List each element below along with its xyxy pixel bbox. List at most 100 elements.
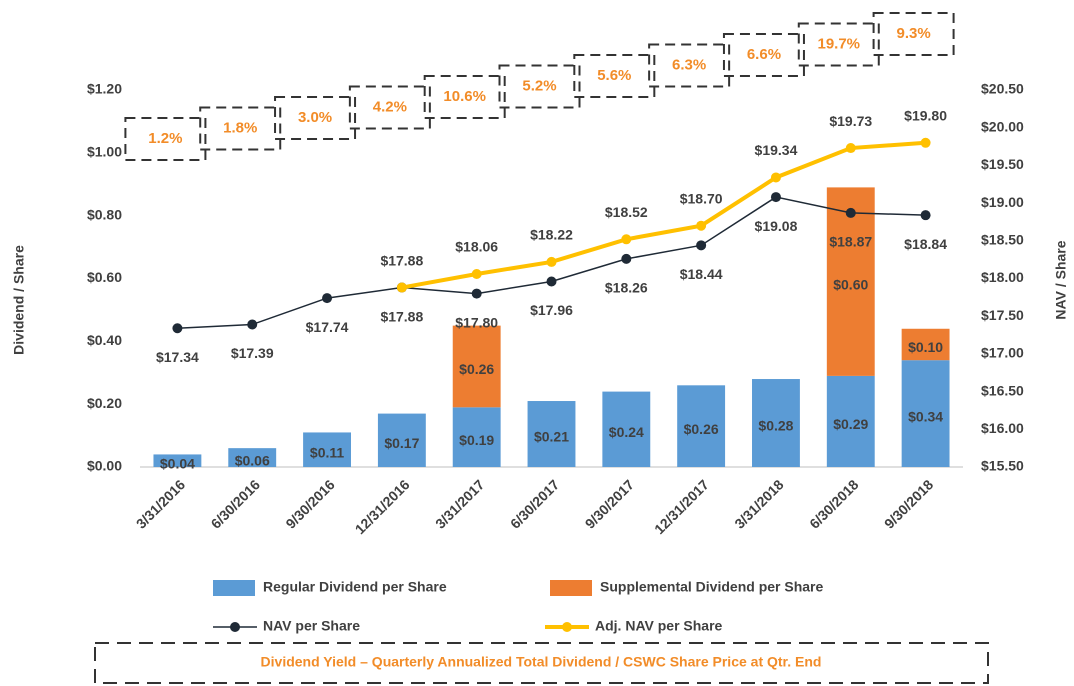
line [401,140,926,290]
x-tick-label: 3/31/2018 [731,476,787,532]
legend-swatch [550,580,592,596]
yield-box [498,64,581,109]
footnote-box [94,642,989,684]
point [247,319,258,330]
point [396,282,407,293]
y-axis-title: Dividend / Share [11,245,27,355]
y-tick-label: $0.40 [87,332,122,348]
yield-label: 4.2% [373,98,407,115]
yield-box [124,117,207,161]
point-label: $18.70 [680,190,723,206]
yield-box [872,12,955,56]
bar [752,379,800,467]
bar-label: $0.34 [908,408,943,424]
point-label: $17.80 [455,314,498,330]
y-tick-label: $0.80 [87,206,122,222]
point [920,210,931,221]
bar [826,375,875,467]
bar [602,391,651,467]
yield-box [199,106,282,151]
point [172,323,183,334]
point-label: $18.26 [605,280,648,296]
legend-label: Regular Dividend per Share [263,579,447,595]
y-tick-label: $0.60 [87,269,122,285]
x-tick-label: 9/30/2017 [582,476,638,532]
bar-label: $0.28 [758,418,793,434]
point [546,276,557,287]
bar-label: $0.04 [160,455,195,471]
bar [303,432,351,467]
yield-label: 10.6% [443,88,486,105]
legend-label: NAV per Share [263,618,360,634]
point-label: $18.84 [904,236,947,252]
bar-label: $0.21 [534,429,569,445]
x-tick-label: 12/31/2016 [352,476,413,537]
yield-label: 3.0% [298,109,332,126]
y2-tick-label: $17.50 [981,307,1024,323]
yield-label: 19.7% [817,35,860,52]
bar [826,187,875,376]
yield-label: 5.2% [522,77,556,94]
bar [452,407,501,467]
point-label: $17.34 [156,349,199,365]
y-tick-label: $0.20 [87,395,122,411]
point-label: $17.96 [530,302,573,318]
point-label: $17.39 [231,345,274,361]
bar [228,448,277,467]
bar [901,360,950,467]
point [920,137,931,148]
x-tick-label: 3/31/2017 [432,476,488,532]
y2-tick-label: $17.00 [981,345,1024,361]
yield-box [797,22,880,67]
bar [677,385,726,467]
point-label: $17.88 [380,308,423,324]
y2-tick-label: $16.00 [981,420,1024,436]
x-tick-label: 3/31/2016 [133,476,189,532]
bar [377,413,426,467]
yield-box [423,75,506,119]
yield-box [274,96,357,140]
y2-tick-label: $15.50 [981,458,1024,474]
legend-marker [230,622,240,632]
y2-tick-label: $19.00 [981,194,1024,210]
x-tick-label: 9/30/2018 [881,476,937,532]
bar-label: $0.29 [833,416,868,432]
y2-tick-label: $16.50 [981,382,1024,398]
yield-box [722,33,805,77]
yield-label: 1.8% [223,119,257,136]
yield-box [348,85,431,130]
legend-marker [562,622,572,632]
y2-tick-label: $20.00 [981,118,1024,134]
y2-tick-label: $20.50 [981,81,1024,97]
y2-tick-label: $19.50 [981,156,1024,172]
point [770,172,781,183]
point [845,143,856,154]
x-tick-label: 6/30/2017 [507,476,563,532]
yield-box [573,54,656,98]
point [621,253,632,264]
bar-label: $0.60 [833,276,868,292]
y2-tick-label: $18.00 [981,269,1024,285]
point-label: $19.08 [755,218,798,234]
y-tick-label: $1.00 [87,144,122,160]
point-label: $17.74 [306,319,349,335]
point [471,288,482,299]
point [546,256,557,267]
x-tick-label: 6/30/2016 [208,476,264,532]
yield-label: 6.6% [747,46,781,63]
point-label: $18.44 [680,266,723,282]
yield-box [648,43,731,88]
point-label: $19.34 [755,142,798,158]
yield-label: 5.6% [597,67,631,84]
point [770,192,781,203]
point-label: $18.52 [605,204,648,220]
point [845,207,856,218]
bar-label: $0.26 [459,361,494,377]
legend-swatch [213,580,255,596]
legend-label: Adj. NAV per Share [595,618,723,634]
y2-axis-title: NAV / Share [1053,240,1069,319]
point-label: $18.87 [829,234,872,250]
bar-label: $0.11 [310,444,344,460]
legend-label: Supplemental Dividend per Share [600,579,823,595]
bar-label: $0.06 [235,452,270,468]
